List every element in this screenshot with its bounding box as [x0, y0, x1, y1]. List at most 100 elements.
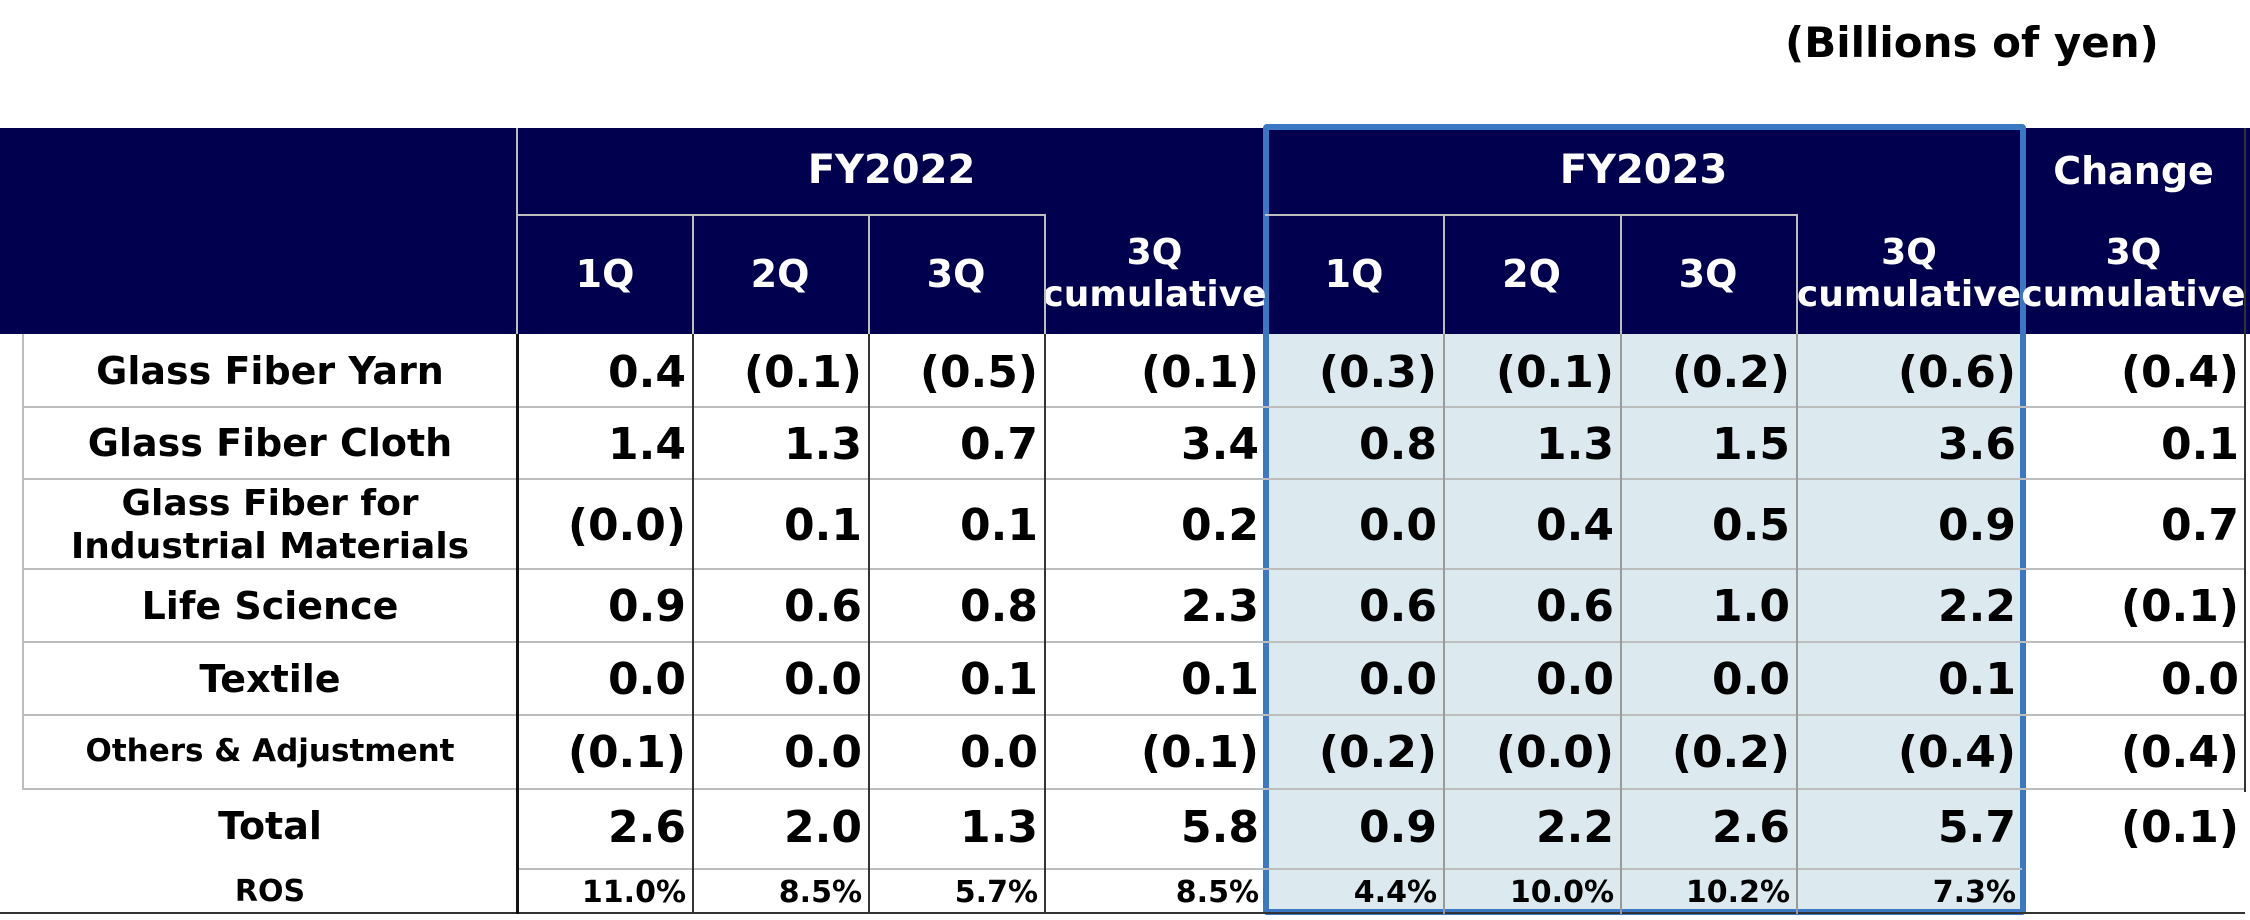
ros-row-value: 8.5%: [778, 874, 862, 910]
header-fy2022-1q: 1Q: [575, 251, 635, 296]
table-row-value: 1.5: [1712, 418, 1790, 470]
table-row-value: (0.4): [2120, 726, 2239, 778]
table-row-value: 0.0: [1359, 654, 1437, 705]
table-row-value: (0.2): [1318, 726, 1437, 778]
ros-row-value: 5.7%: [954, 874, 1038, 910]
table-row-value: 3.4: [1181, 418, 1259, 470]
table-row-value: (0.2): [1671, 346, 1790, 398]
header-fy2023-1q: 1Q: [1324, 251, 1384, 296]
col-divider: [1620, 334, 1622, 914]
header-fy2022-2q: 2Q: [750, 251, 810, 296]
ros-row-value: 10.0%: [1509, 874, 1614, 910]
ros-row-value: 11.0%: [581, 874, 686, 910]
row-divider: [22, 788, 2245, 790]
table-row-value: 1.0: [1712, 581, 1790, 632]
ros-row-value: 7.3%: [1932, 874, 2016, 910]
row-label: Glass Fiber Yarn: [96, 349, 444, 394]
table-row-value: 0.4: [1536, 499, 1614, 551]
header-divider-v: [516, 128, 518, 334]
header-change-cumulative: 3Q cumulative: [2021, 231, 2246, 315]
table-row-value: 0.0: [1712, 654, 1790, 705]
table-row-value: 0.1: [784, 499, 862, 551]
row-divider-ros: [518, 868, 2022, 870]
ros-row-value: 10.2%: [1685, 874, 1790, 910]
ros-row-value: 4.4%: [1353, 874, 1437, 910]
table-row-value: 2.3: [1181, 581, 1259, 632]
table-row-value: (0.4): [2120, 346, 2239, 398]
table-row-value: 0.4: [608, 346, 686, 398]
table-row-value: (0.5): [919, 346, 1038, 398]
total-row-value: 5.8: [1181, 801, 1259, 853]
table-row-value: 0.0: [1359, 499, 1437, 551]
row-label: Life Science: [141, 583, 399, 628]
table-row-value: 0.0: [960, 726, 1038, 778]
col-divider: [692, 334, 694, 914]
table-row-value: (0.1): [567, 726, 686, 778]
total-row-value: 1.3: [960, 801, 1038, 853]
total-row-value: (0.1): [2120, 801, 2239, 853]
table-row-value: 0.0: [608, 654, 686, 705]
header-fy2022: FY2022: [807, 147, 976, 194]
total-label: Total: [218, 804, 322, 849]
header-divider-v: [1620, 214, 1622, 334]
table-row-value: 0.5: [1712, 499, 1790, 551]
table-row-value: 0.1: [960, 499, 1038, 551]
col-divider: [868, 334, 870, 914]
table-row-value: (0.4): [1897, 726, 2016, 778]
table-row-value: 1.3: [1536, 418, 1614, 470]
table-row-value: 0.1: [1938, 654, 2016, 705]
table-row-value: 0.9: [1938, 499, 2016, 551]
total-row-value: 0.9: [1359, 801, 1437, 853]
col-divider: [1044, 334, 1046, 914]
row-label: Textile: [199, 656, 341, 701]
table-row-value: 0.0: [784, 654, 862, 705]
total-row-value: 2.6: [1712, 801, 1790, 853]
table-row-value: 0.0: [1536, 654, 1614, 705]
row-label: Others & Adjustment: [85, 733, 455, 770]
header-fy2022-3q: 3Q: [926, 251, 986, 296]
header-fy2023-cumulative: 3Q cumulative: [1796, 231, 2022, 315]
fy2023-highlight-fill: [1267, 334, 2022, 914]
table-row-value: 2.2: [1938, 581, 2016, 632]
col-divider-label: [516, 334, 519, 914]
col-divider-change: [2244, 128, 2246, 792]
unit-label: (Billions of yen): [1785, 18, 2159, 67]
header-fy2022-cumulative: 3Q cumulative: [1042, 231, 1267, 315]
table-row-value: (0.1): [743, 346, 862, 398]
table-row-value: 0.1: [2161, 418, 2239, 470]
table-row-value: 0.0: [2161, 654, 2239, 705]
row-label: Glass Fiber for Industrial Materials: [70, 482, 470, 567]
table-header: [0, 128, 2250, 334]
header-fy2023-3q: 3Q: [1678, 251, 1738, 296]
row-divider: [22, 406, 2245, 408]
header-fy2023: FY2023: [1559, 147, 1728, 194]
row-divider: [22, 568, 2245, 570]
table-row-value: (0.3): [1318, 346, 1437, 398]
table-row-value: (0.1): [2120, 581, 2239, 632]
table-row-value: 0.7: [960, 418, 1038, 470]
header-divider-h: [1265, 214, 1796, 216]
table-row-value: 0.1: [1181, 654, 1259, 705]
table-row-value: (0.6): [1897, 346, 2016, 398]
col-divider: [1443, 334, 1445, 914]
table-row-value: 0.8: [1359, 418, 1437, 470]
row-divider: [22, 714, 2245, 716]
header-divider-v: [1796, 214, 1798, 334]
table-row-value: 1.4: [608, 418, 686, 470]
table-row-value: (0.0): [1495, 726, 1614, 778]
table-row-value: 0.9: [608, 581, 686, 632]
ros-label: ROS: [234, 874, 306, 909]
header-divider-h: [518, 214, 1045, 216]
table-border-bottom: [0, 912, 2245, 914]
table-row-value: 0.6: [784, 581, 862, 632]
table-row-value: (0.0): [567, 499, 686, 551]
header-divider-v: [1044, 214, 1046, 334]
table-row-value: 0.0: [784, 726, 862, 778]
table-row-value: 0.6: [1359, 581, 1437, 632]
header-divider-v: [868, 214, 870, 334]
ros-row-value: 8.5%: [1175, 874, 1259, 910]
row-divider: [22, 478, 2245, 480]
header-change: Change: [2053, 148, 2214, 193]
table-row-value: (0.1): [1495, 346, 1614, 398]
row-divider: [22, 641, 2245, 643]
